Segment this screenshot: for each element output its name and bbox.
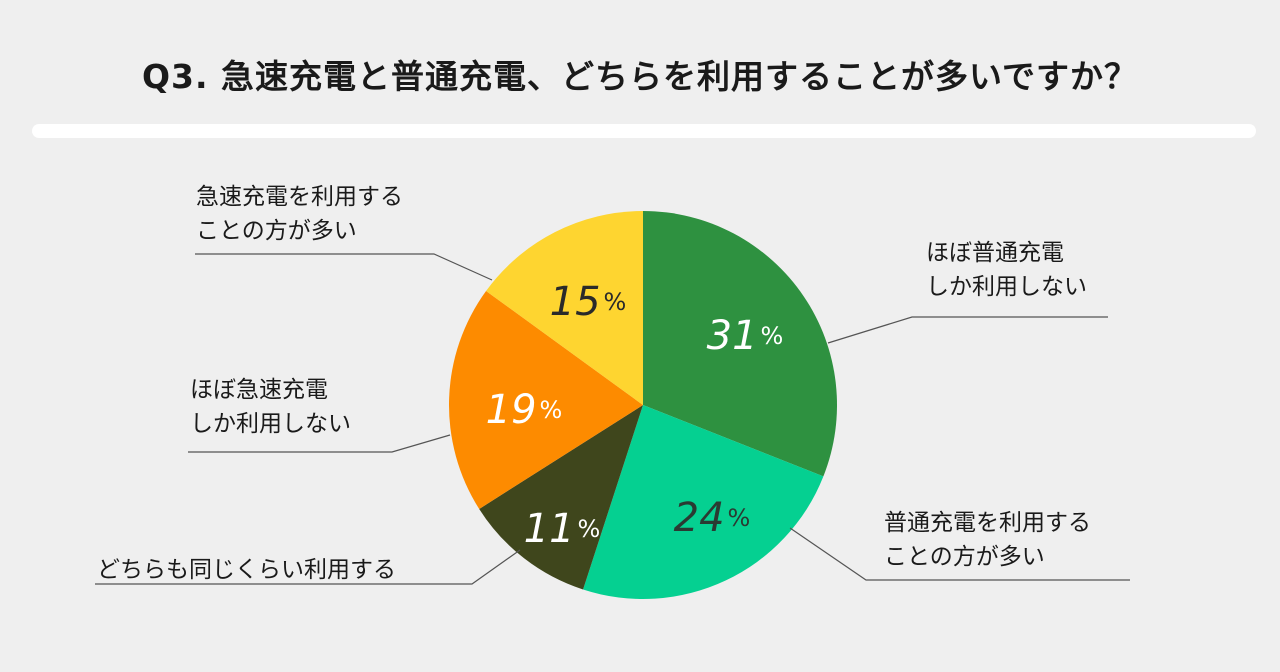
slice-value-label: 15% <box>550 279 627 325</box>
pie-slice <box>449 290 643 509</box>
title-divider <box>32 124 1256 138</box>
pie-slices <box>449 211 837 599</box>
leader-line <box>195 253 493 281</box>
slice-value-label: 24% <box>674 495 751 541</box>
category-callouts: ほぼ普通充電しか利用しない普通充電を利用することの方が多いどちらも同じくらい利用… <box>95 184 1130 585</box>
category-label: ほぼ普通充電しか利用しない <box>926 240 1087 300</box>
slice-value-label: 19% <box>486 387 563 433</box>
leader-line <box>95 549 521 585</box>
pie-slice <box>643 211 837 477</box>
category-label: 急速充電を利用することの方が多い <box>196 184 403 244</box>
leader-line <box>188 434 451 453</box>
chart-title: Q3. 急速充電と普通充電、どちらを利用することが多いですか？ <box>141 57 1139 96</box>
leader-line <box>789 527 1130 581</box>
pie-slice <box>583 405 824 599</box>
leader-line <box>827 316 1108 344</box>
pie-slice <box>486 211 643 405</box>
slice-value-label: 11% <box>524 506 601 552</box>
pie-slice <box>479 405 643 590</box>
category-label: ほぼ急速充電しか利用しない <box>190 377 351 437</box>
category-label: どちらも同じくらい利用する <box>97 557 396 583</box>
slice-value-labels: 31 % 24 % 11 % 19 % 15% <box>486 279 784 552</box>
category-label: 普通充電を利用することの方が多い <box>884 510 1091 570</box>
slice-value-label: 31% <box>707 313 784 359</box>
